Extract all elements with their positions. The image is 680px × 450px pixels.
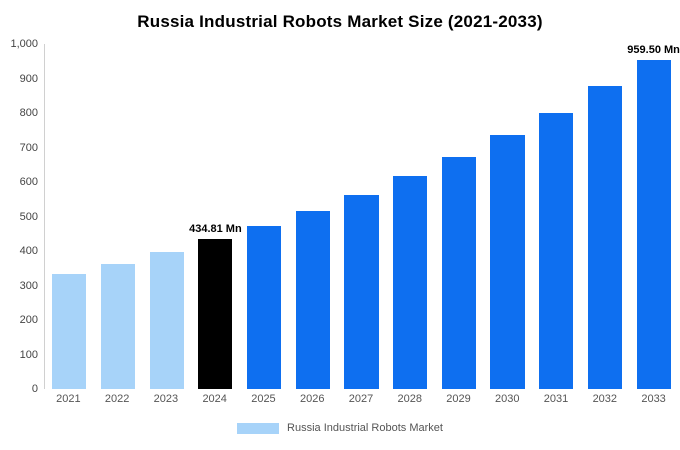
bars: 434.81 Mn 959.50 Mn (45, 44, 680, 389)
legend-label: Russia Industrial Robots Market (287, 422, 443, 434)
plot-area: 434.81 Mn 959.50 Mn (44, 44, 680, 389)
y-axis-tick: 800 (19, 107, 38, 119)
x-axis-label-2029: 2029 (446, 393, 471, 405)
x-axis-label-2030: 2030 (495, 393, 520, 405)
x-axis-labels: 2021 2022 2023 2024 2025 2026 2027 2028 2029 2030… (44, 393, 678, 405)
chart-title: Russia Industrial Robots Market Size (20… (137, 12, 543, 31)
y-axis-tick: 100 (19, 348, 38, 361)
bar-2029 (441, 156, 476, 389)
bar-slot-2023 (142, 44, 191, 389)
y-axis-tick: 700 (19, 141, 38, 154)
legend-swatch (237, 422, 280, 434)
bar-2032 (587, 86, 622, 389)
bar-slot-2024: 434.81 Mn (189, 44, 242, 389)
y-axis-tick: 400 (19, 245, 38, 257)
bar-slot-2021 (45, 44, 94, 389)
x-axis-label-2025: 2025 (251, 393, 276, 405)
y-axis-tick: 600 (19, 176, 38, 188)
x-axis-label-2023: 2023 (153, 393, 179, 405)
y-axis-tick: 900 (19, 72, 38, 85)
bar-slot-2030 (483, 44, 532, 389)
bar-2026 (295, 210, 330, 389)
bar-slot-2029 (435, 44, 484, 389)
bar-2022 (100, 264, 136, 389)
y-axis-tick: 200 (19, 314, 38, 326)
bar-slot-2025 (240, 44, 289, 389)
bar-2033 (636, 60, 671, 389)
bar-slot-2033: 959.50 Mn (627, 44, 680, 389)
bar-2021 (52, 274, 87, 389)
bar-value-label-2024: 434.81 Mn (189, 223, 242, 235)
bar-slot-2031 (532, 44, 581, 389)
x-axis-label-2032: 2032 (592, 393, 618, 405)
x-axis-label-2028: 2028 (397, 393, 422, 405)
bar-slot-2027 (337, 44, 386, 389)
bar-slot-2032 (581, 44, 630, 389)
x-axis-label-2024: 2024 (202, 393, 227, 405)
bar-2023 (149, 252, 184, 389)
bar-slot-2022 (94, 44, 143, 389)
x-axis-label-2031: 2031 (543, 393, 569, 405)
bar-value-label-2033: 959.50 Mn (627, 44, 680, 56)
bar-2024 (198, 239, 233, 389)
bar-2031 (539, 112, 574, 389)
bar-2030 (490, 135, 525, 389)
y-axis-tick: 1,000 (10, 38, 38, 50)
bar-slot-2026 (288, 44, 337, 389)
x-axis-label-2026: 2026 (299, 393, 325, 405)
y-axis-tick: 0 (31, 383, 38, 395)
x-axis-label-2027: 2027 (348, 393, 374, 405)
x-axis-label-2021: 2021 (56, 393, 81, 405)
legend: Russia Industrial Robots Market (0, 422, 680, 434)
y-axis-tick: 500 (19, 210, 38, 223)
y-axis-tick: 300 (19, 279, 38, 292)
bar-slot-2028 (386, 44, 435, 389)
bar-2028 (393, 176, 428, 389)
x-axis-label-2022: 2022 (104, 393, 130, 405)
bar-2027 (344, 194, 379, 389)
bar-2025 (247, 226, 282, 389)
chart-area: 1,000 900 800 700 600 500 400 300 200 100 0 434.81… (6, 38, 680, 395)
y-axis: 1,000 900 800 700 600 500 400 300 200 100 0 (6, 38, 44, 395)
x-axis-label-2033: 2033 (641, 393, 666, 405)
